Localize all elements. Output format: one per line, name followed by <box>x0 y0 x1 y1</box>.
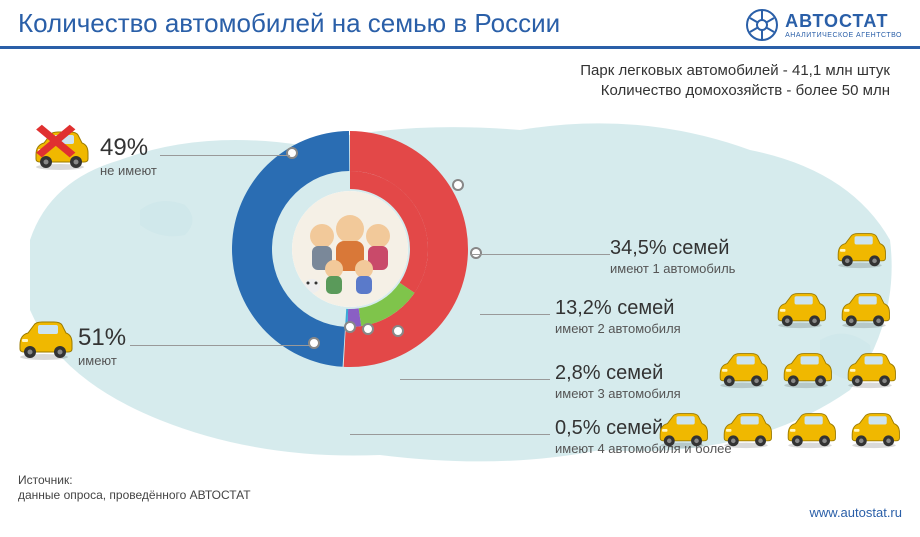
pct-value: 49% <box>100 134 148 161</box>
pct-desc: имеют 2 автомобиля <box>555 321 681 336</box>
car-group-4 <box>652 409 912 449</box>
source-text: Источник: данные опроса, проведённого АВ… <box>18 473 251 504</box>
label-no-car: 49% не имеют <box>100 134 157 180</box>
label-one-car: 34,5% семей имеют 1 автомобиль <box>610 237 735 278</box>
leader-dot <box>452 179 464 191</box>
label-has-car: 51% имеют <box>78 324 126 370</box>
leader-line <box>160 155 290 156</box>
summary-line-1: Парк легковых автомобилей - 41,1 млн шту… <box>580 61 890 81</box>
pct-value: 0,5% семей <box>555 417 663 439</box>
leader-dot <box>362 323 374 335</box>
logo-text: АВТОСТАТ <box>785 11 902 32</box>
car-group-1 <box>830 229 900 269</box>
leader-line <box>470 254 610 255</box>
leader-line <box>480 314 550 315</box>
pct-value: 13,2% семей <box>555 297 674 319</box>
leader-dot <box>286 147 298 159</box>
family-illustration <box>292 191 408 307</box>
header: Количество автомобилей на семью в России… <box>0 0 920 49</box>
car-icon <box>12 317 76 366</box>
pct-value: 2,8% семей <box>555 362 663 384</box>
content-area: Парк легковых автомобилей - 41,1 млн шту… <box>0 49 920 526</box>
pct-value: 34,5% семей <box>610 237 729 259</box>
url-text: www.autostat.ru <box>810 505 903 520</box>
leader-dot <box>392 325 404 337</box>
donut-chart <box>200 99 500 399</box>
car-group-3 <box>712 349 912 389</box>
page-title: Количество автомобилей на семью в России <box>18 8 560 39</box>
leader-line <box>400 379 550 380</box>
label-three-car: 2,8% семей имеют 3 автомобиля <box>555 362 681 403</box>
leader-line <box>130 345 310 346</box>
pct-desc: имеют 1 автомобиль <box>610 261 735 276</box>
label-two-car: 13,2% семей имеют 2 автомобиля <box>555 297 681 338</box>
leader-dot <box>470 247 482 259</box>
pct-value: 51% <box>78 324 126 351</box>
pct-desc: имеют 3 автомобиля <box>555 386 681 401</box>
leader-line <box>350 434 550 435</box>
logo-subtext: АНАЛИТИЧЕСКОЕ АГЕНТСТВО <box>785 32 902 39</box>
source-label: Источник: <box>18 473 73 487</box>
pct-desc: не имеют <box>100 163 157 178</box>
car-group-2 <box>770 289 910 329</box>
logo: АВТОСТАТ АНАЛИТИЧЕСКОЕ АГЕНТСТВО <box>745 8 902 42</box>
pct-desc: имеют <box>78 353 117 368</box>
logo-icon <box>745 8 779 42</box>
source-body: данные опроса, проведённого АВТОСТАТ <box>18 488 251 502</box>
leader-dot <box>308 337 320 349</box>
summary-text: Парк легковых автомобилей - 41,1 млн шту… <box>580 61 890 102</box>
summary-line-2: Количество домохозяйств - более 50 млн <box>580 81 890 101</box>
car-crossed-icon: ✕ <box>28 127 92 176</box>
leader-dot <box>344 321 356 333</box>
